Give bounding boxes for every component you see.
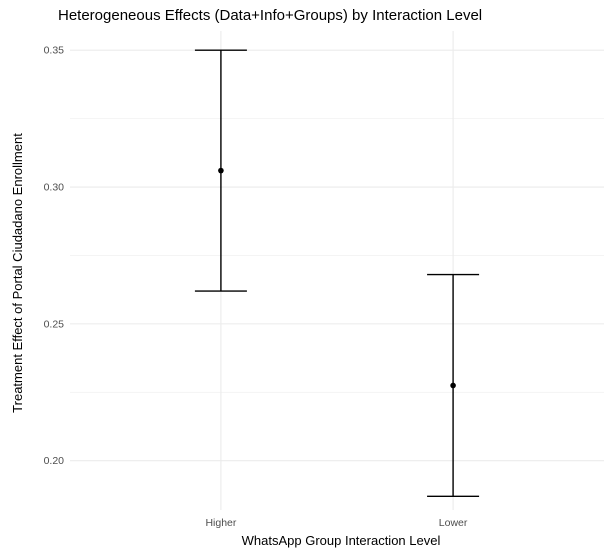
y-tick-label: 0.35 — [44, 45, 65, 57]
y-tick-label: 0.20 — [44, 455, 65, 467]
x-tick-labels: Higher Lower — [205, 517, 467, 529]
x-axis-label: WhatsApp Group Interaction Level — [242, 533, 441, 548]
x-tick-label: Higher — [205, 517, 236, 529]
y-tick-label: 0.25 — [44, 318, 65, 330]
y-tick-labels: 0.20 0.25 0.30 0.35 — [44, 45, 65, 468]
chart-title: Heterogeneous Effects (Data+Info+Groups)… — [58, 7, 482, 24]
y-axis-label: Treatment Effect of Portal Ciudadano Enr… — [10, 133, 25, 413]
y-tick-label: 0.30 — [44, 182, 65, 194]
estimate-point — [218, 167, 224, 174]
estimate-point — [450, 382, 456, 389]
plot-panel — [70, 31, 604, 510]
x-tick-label: Lower — [439, 517, 468, 529]
